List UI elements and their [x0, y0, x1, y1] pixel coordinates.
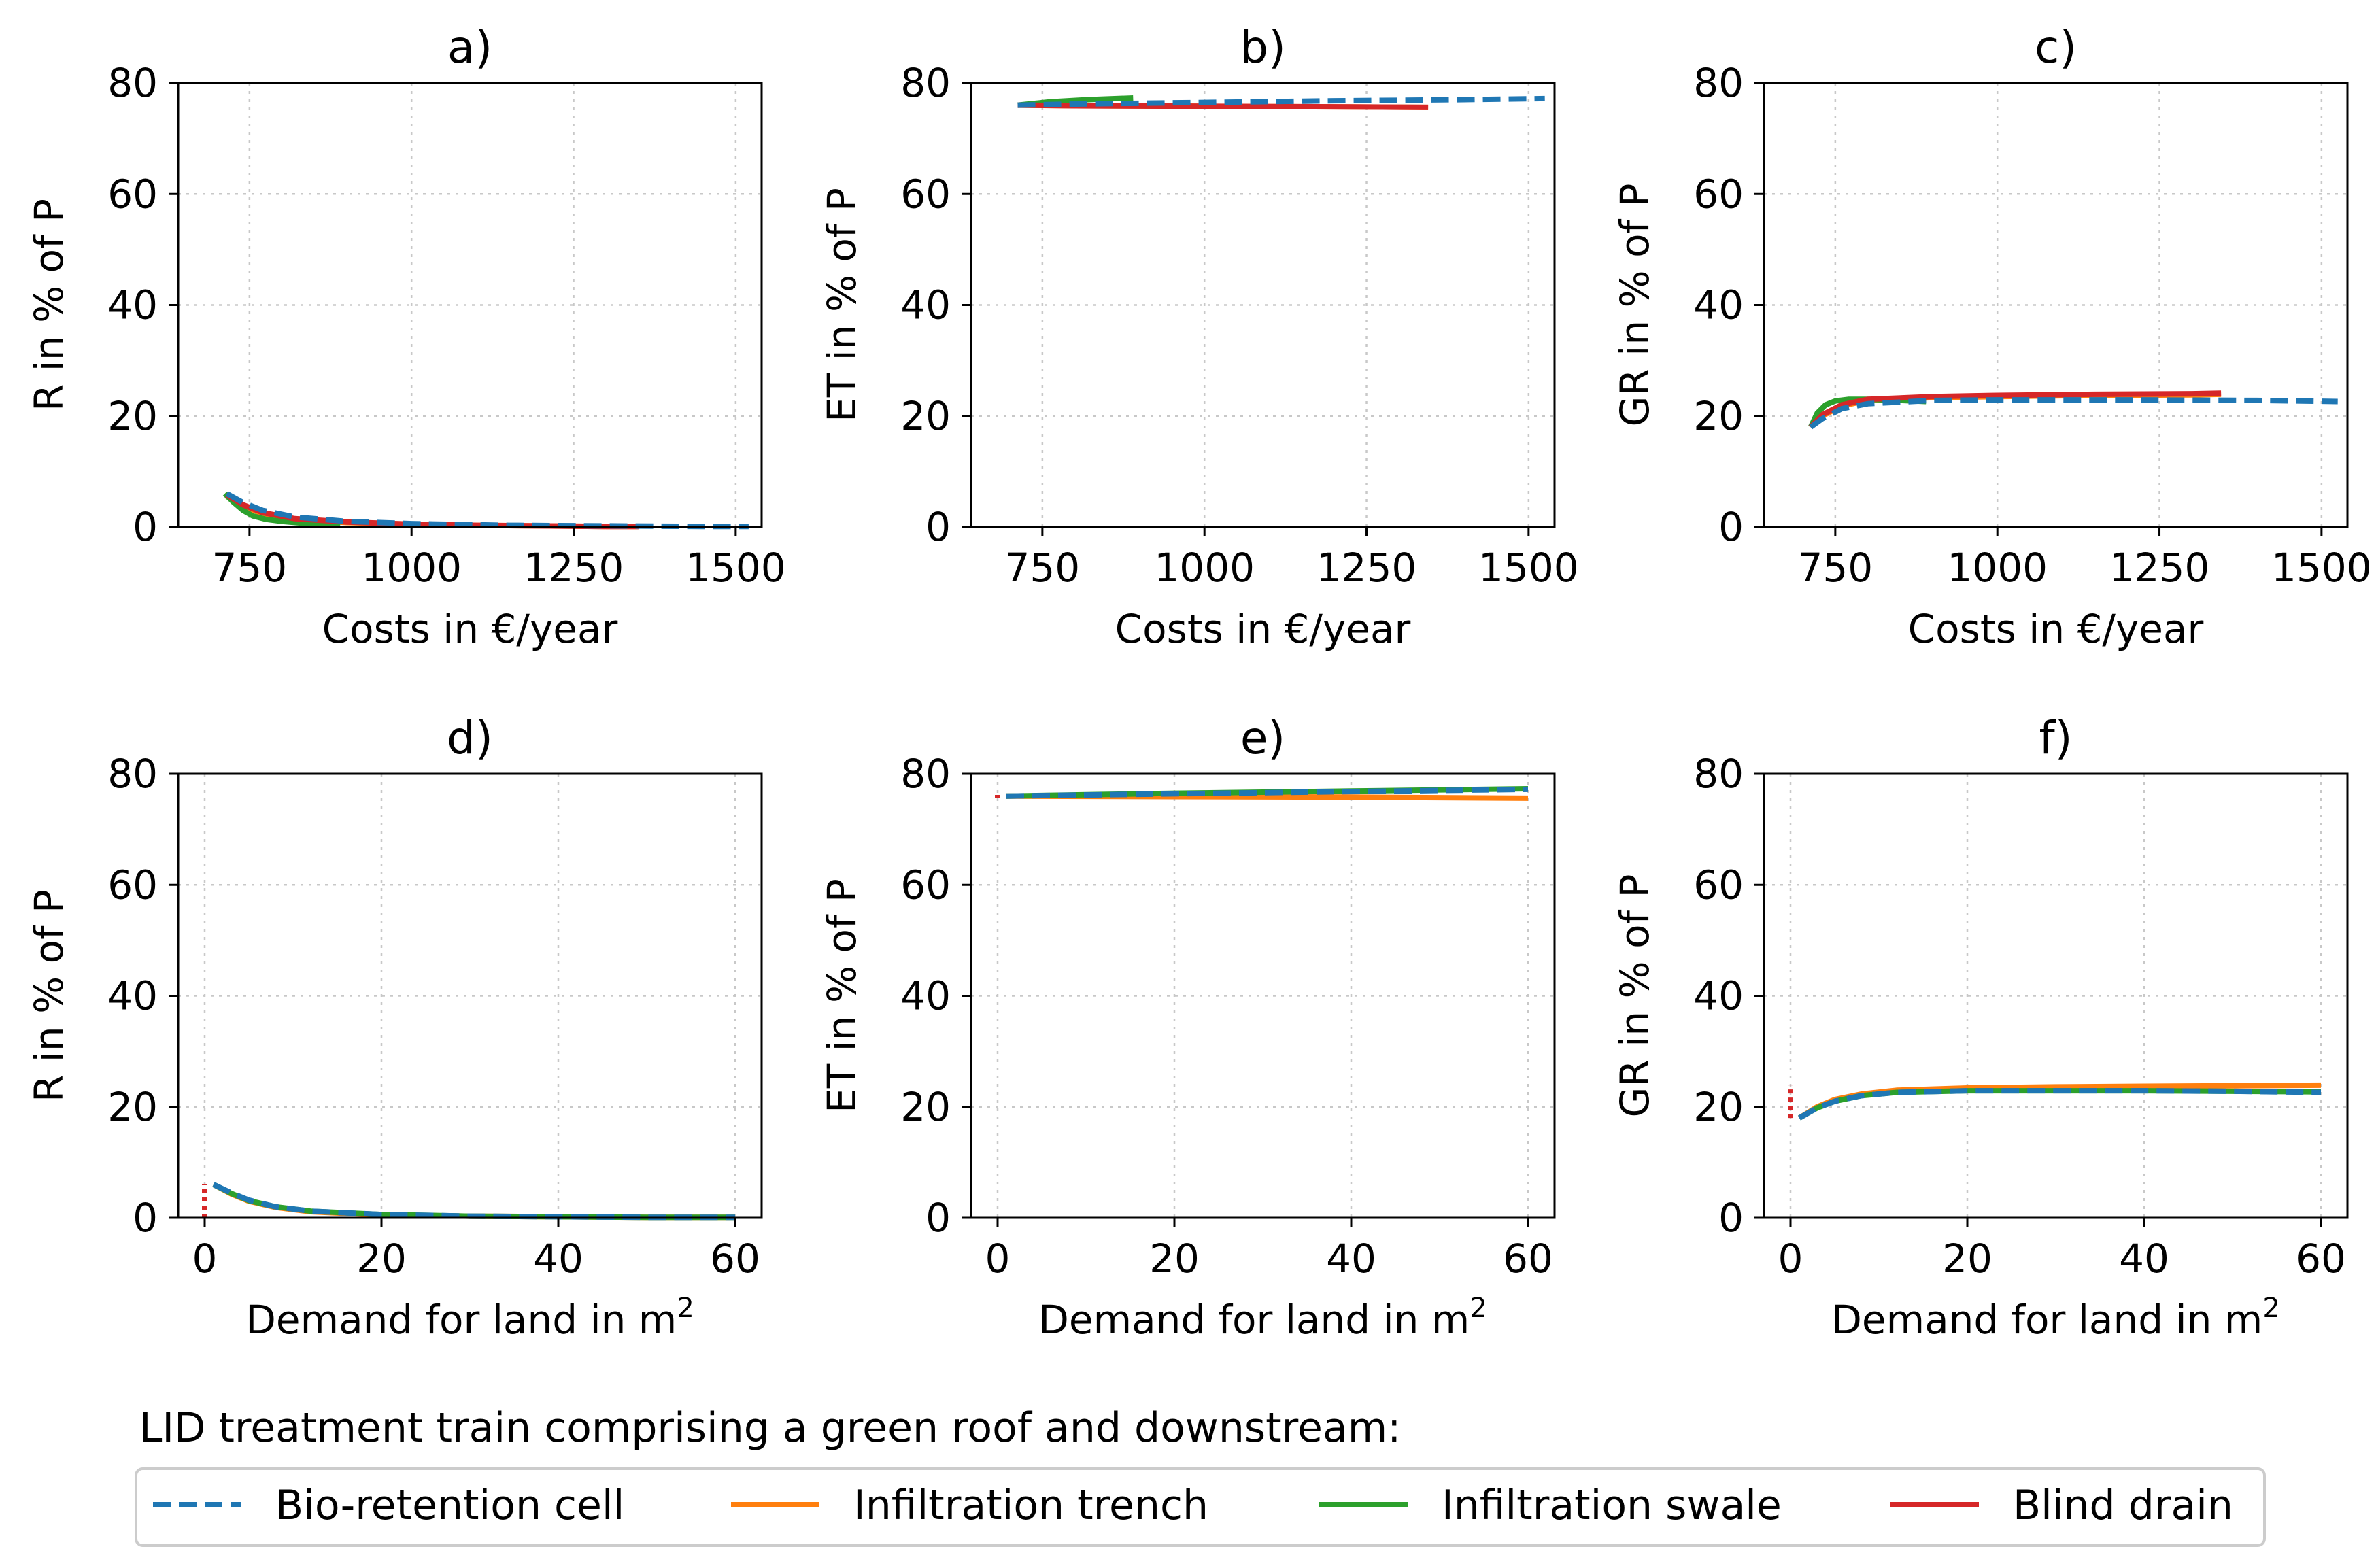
series-line-infiltration-swale: [222, 492, 341, 528]
y-tick-label: 0: [133, 1195, 158, 1241]
x-tick-label: 1500: [685, 545, 786, 591]
x-tick-label: 60: [2296, 1235, 2346, 1282]
legend-title: LID treatment train comprising a green r…: [139, 1404, 1401, 1452]
y-tick-label: 80: [900, 60, 951, 106]
y-tick-label: 60: [900, 862, 951, 908]
x-tick-label: 60: [1503, 1235, 1553, 1282]
x-tick-label: 1500: [1478, 545, 1579, 591]
subplot-title: f): [2039, 712, 2073, 764]
x-tick-label: 0: [1778, 1235, 1803, 1282]
subplot-b: 750 1000 1250 1500 0 20 40 60 80 b) Costs in €/yea…: [819, 21, 1579, 652]
x-tick-label: 40: [533, 1235, 583, 1282]
x-tick-label: 1250: [524, 545, 624, 591]
series-line-bio-retention-cell: [1006, 786, 1529, 799]
x-tick-label: 0: [192, 1235, 218, 1282]
x-tick-label: 40: [1326, 1235, 1376, 1282]
x-tick-label: 20: [1149, 1235, 1200, 1282]
y-tick-label: 40: [900, 282, 951, 328]
legend-entry-infiltration-trench: Infiltration trench: [731, 1482, 1208, 1529]
series-line-bio-retention-cell: [225, 491, 749, 530]
legend-label: Blind drain: [2013, 1482, 2233, 1529]
y-tick-label: 40: [107, 973, 158, 1019]
x-tick-label: 60: [710, 1235, 760, 1282]
subplot-e: 0 20 40 60 0 20 40 60 80 e) Demand for land in m2 E…: [819, 712, 1556, 1343]
x-tick-label: 1500: [2271, 545, 2372, 591]
y-tick-label: 80: [1693, 751, 1744, 797]
x-axis-label: Costs in €/year: [1908, 606, 2204, 652]
y-tick-label: 0: [926, 504, 951, 550]
y-tick-label: 60: [107, 171, 158, 217]
subplot-f: 0 20 40 60 0 20 40 60 80 f) Demand for land in m2 G…: [1612, 712, 2349, 1343]
y-tick-label: 20: [900, 1084, 951, 1130]
y-axis-label: R in % of P: [26, 199, 72, 411]
y-tick-label: 40: [107, 282, 158, 328]
x-tick-label: 750: [1005, 545, 1081, 591]
x-tick-label: 40: [2119, 1235, 2169, 1282]
x-tick-label: 750: [212, 545, 288, 591]
legend-entries: Bio-retention cell Infiltration trench Inf…: [153, 1482, 2233, 1529]
y-tick-label: 0: [1718, 1195, 1744, 1241]
y-tick-label: 60: [1693, 171, 1744, 217]
y-tick-label: 80: [900, 751, 951, 797]
y-tick-label: 60: [900, 171, 951, 217]
y-tick-label: 0: [133, 504, 158, 550]
subplot-c: 750 1000 1250 1500 0 20 40 60 80 c) Costs in €/yea…: [1612, 21, 2372, 652]
x-tick-label: 1250: [1317, 545, 1417, 591]
legend-label: Infiltration swale: [1442, 1482, 1782, 1529]
x-tick-label: 20: [356, 1235, 407, 1282]
legend-label: Infiltration trench: [853, 1482, 1208, 1529]
y-axis-label: ET in % of P: [819, 879, 865, 1113]
y-tick-label: 20: [1693, 393, 1744, 439]
x-tick-label: 750: [1798, 545, 1873, 591]
y-tick-label: 80: [1693, 60, 1744, 106]
subplot-d: 0 20 40 60 0 20 40 60 80 d) Demand for land in m2 R…: [26, 712, 763, 1343]
subplot-title: c): [2035, 21, 2077, 73]
subplot-title: d): [447, 712, 493, 764]
y-axis-label: GR in % of P: [1612, 874, 1658, 1118]
x-axis-label: Demand for land in m2: [245, 1293, 694, 1343]
x-tick-label: 1000: [1947, 545, 2048, 591]
series-line-bio-retention-cell: [1798, 1088, 2322, 1121]
x-tick-label: 1000: [361, 545, 462, 591]
y-tick-label: 20: [107, 1084, 158, 1130]
x-axis-label: Demand for land in m2: [1038, 1293, 1487, 1343]
legend-entry-bio-retention-cell: Bio-retention cell: [153, 1482, 624, 1529]
x-tick-label: 20: [1942, 1235, 1992, 1282]
legend-entry-infiltration-swale: Infiltration swale: [1319, 1482, 1782, 1529]
subplot-a: 750 1000 1250 1500 0 20 40 60 80 a) Costs in €/yea…: [26, 21, 786, 652]
legend: LID treatment train comprising a green r…: [135, 1404, 2266, 1547]
series-line-blind-drain: [1808, 390, 2222, 429]
y-tick-label: 20: [900, 393, 951, 439]
x-axis-label: Costs in €/year: [322, 606, 618, 652]
y-axis-label: ET in % of P: [819, 188, 865, 422]
y-tick-label: 40: [1693, 282, 1744, 328]
x-axis-label: Costs in €/year: [1115, 606, 1411, 652]
y-axis-label: GR in % of P: [1612, 184, 1658, 427]
y-tick-label: 40: [1693, 973, 1744, 1019]
legend-label: Bio-retention cell: [275, 1482, 624, 1529]
y-tick-label: 60: [1693, 862, 1744, 908]
y-tick-label: 0: [1718, 504, 1744, 550]
y-tick-label: 20: [1693, 1084, 1744, 1130]
subplot-grid: 750 1000 1250 1500 0 20 40 60 80 a) Costs in €/yea…: [26, 21, 2372, 1343]
y-tick-label: 80: [107, 60, 158, 106]
y-tick-label: 60: [107, 862, 158, 908]
x-tick-label: 1000: [1154, 545, 1255, 591]
x-axis-label: Demand for land in m2: [1831, 1293, 2280, 1343]
x-tick-label: 1250: [2109, 545, 2210, 591]
y-tick-label: 40: [900, 973, 951, 1019]
x-tick-label: 0: [985, 1235, 1011, 1282]
legend-entry-blind-drain: Blind drain: [1890, 1482, 2233, 1529]
y-tick-label: 0: [926, 1195, 951, 1241]
y-axis-label: R in % of P: [26, 889, 72, 1102]
y-tick-label: 80: [107, 751, 158, 797]
subplot-title: e): [1240, 712, 1285, 764]
y-tick-label: 20: [107, 393, 158, 439]
subplot-title: a): [447, 21, 492, 73]
subplot-title: b): [1240, 21, 1286, 73]
legend-box: [135, 1467, 2266, 1547]
